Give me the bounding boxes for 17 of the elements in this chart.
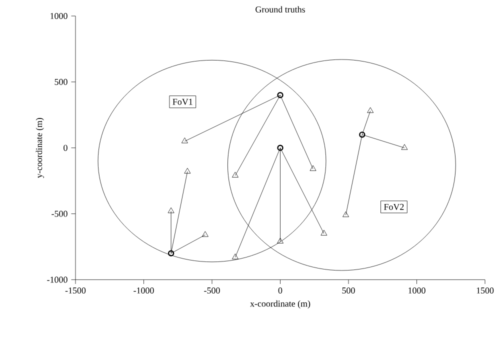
y-tick-label: -500 [52,210,68,217]
annotation: FoV2 [384,204,404,210]
y-tick-label: 1000 [50,12,68,20]
x-tick-label: 500 [342,287,355,294]
y-axis-title: y-coordinate (m) [36,118,44,178]
x-tick-label: 0 [278,287,282,294]
x-tick-label: 1500 [476,287,494,294]
y-tick-label: 500 [54,78,68,85]
y-tick-label: -1000 [47,276,68,283]
x-axis-title: x-coordinate (m) [250,300,310,308]
x-tick-label: -1000 [134,287,154,294]
x-tick-label: -1500 [65,287,86,294]
chart-title: Ground truths [256,6,305,13]
x-tick-label: 1000 [408,287,426,294]
annotation: FoV1 [172,98,192,105]
x-tick-label: -500 [204,287,220,294]
y-tick-label: 0 [64,144,68,151]
